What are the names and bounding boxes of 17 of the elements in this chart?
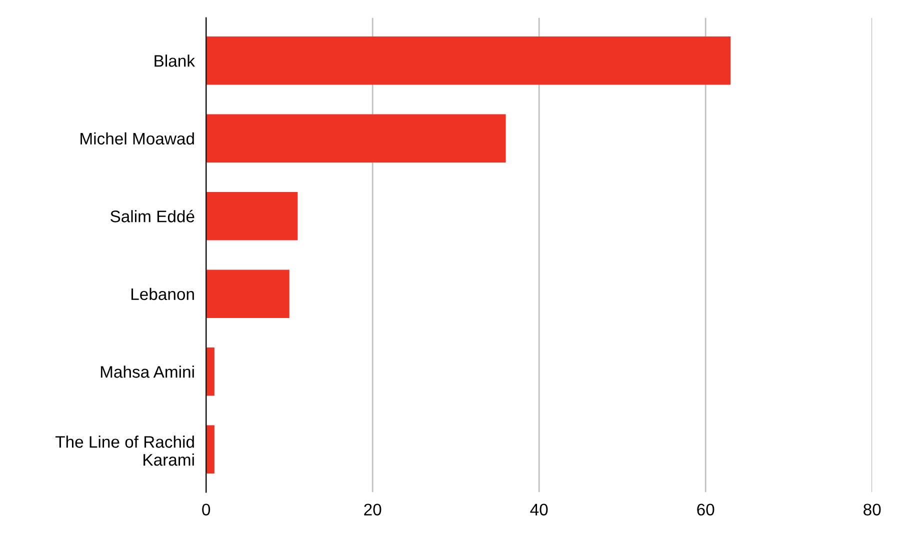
x-tick-label: 40: [530, 504, 548, 516]
y-tick-label: The Line of Rachid Karami: [55, 436, 194, 466]
bar: [206, 36, 731, 85]
bar: [206, 114, 506, 162]
y-tick-label: Mahsa Amini: [100, 366, 194, 378]
y-tick-label: Lebanon: [131, 288, 194, 300]
x-tick-label: 0: [202, 504, 210, 516]
x-tick-label: 60: [697, 504, 714, 516]
y-tick-label: Michel Moawad: [80, 132, 194, 145]
bar: [206, 348, 214, 396]
bar: [206, 425, 214, 474]
bar: [206, 270, 290, 318]
y-tick-label: Salim Eddé: [110, 210, 194, 222]
y-tick-label: Blank: [154, 54, 196, 67]
x-tick-label: 20: [364, 504, 382, 516]
bar: [206, 192, 298, 240]
x-tick-label: 80: [864, 504, 881, 516]
